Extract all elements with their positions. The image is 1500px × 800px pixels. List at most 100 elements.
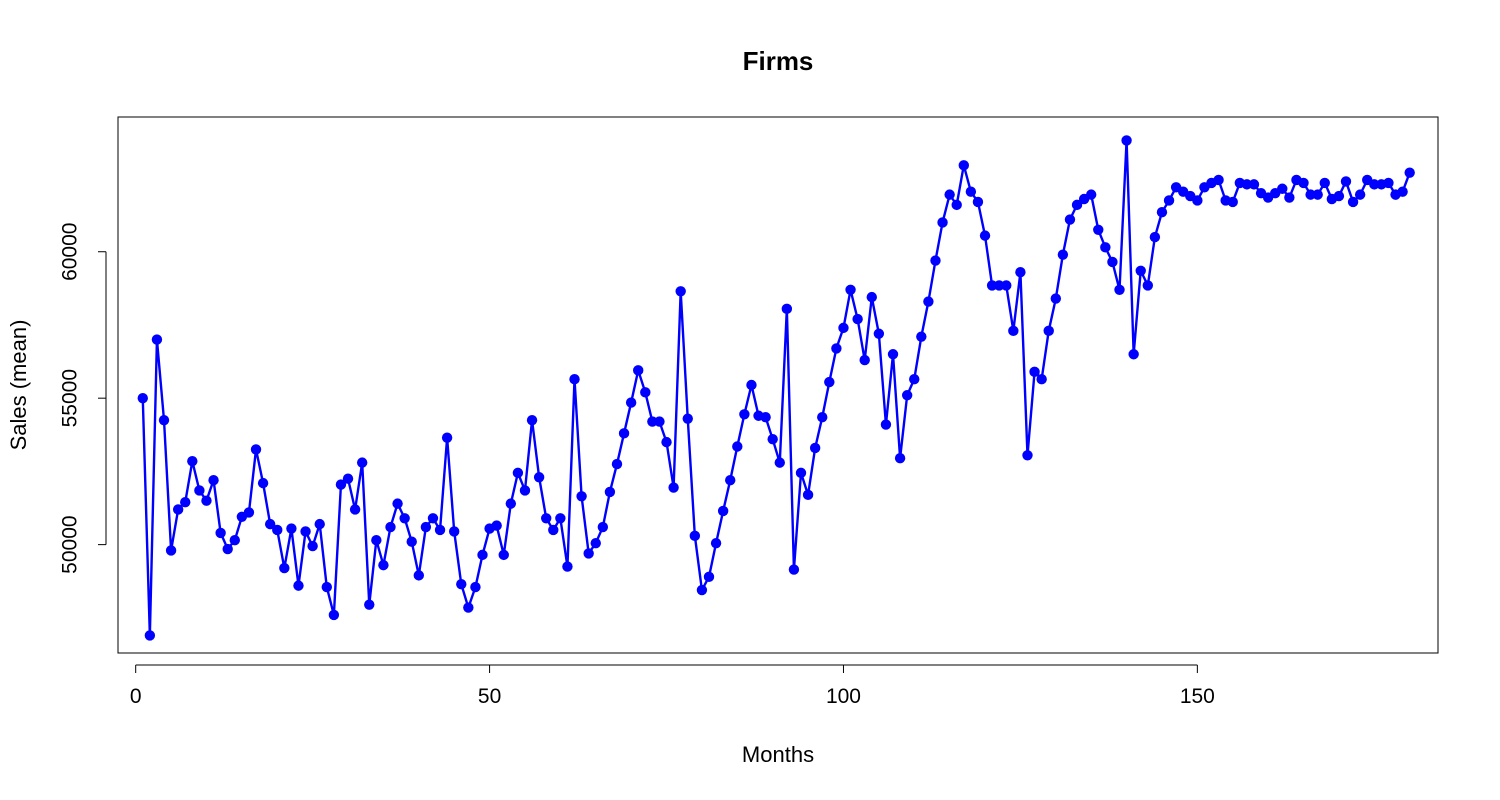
data-point — [201, 495, 212, 506]
data-point — [548, 524, 559, 536]
data-point — [802, 489, 814, 501]
data-point — [831, 343, 842, 354]
data-point — [569, 373, 580, 385]
y-tick-label: 60000 — [59, 223, 82, 281]
data-point — [1347, 196, 1359, 208]
data-point — [505, 498, 517, 509]
data-point — [1085, 189, 1097, 200]
data-point — [328, 609, 340, 621]
data-point — [1354, 189, 1366, 200]
data-point — [937, 217, 948, 228]
data-point — [448, 526, 460, 537]
data-point — [1192, 195, 1203, 206]
data-point — [279, 562, 290, 574]
data-point — [1093, 224, 1104, 235]
data-point — [378, 559, 389, 571]
data-point — [1008, 325, 1019, 337]
data-point — [767, 433, 778, 445]
data-point — [222, 543, 233, 555]
data-point — [972, 196, 984, 208]
data-point — [901, 390, 913, 401]
data-point — [824, 376, 835, 388]
data-point — [144, 630, 156, 641]
data-point — [250, 444, 262, 455]
data-point — [172, 504, 184, 515]
data-point — [866, 291, 877, 303]
data-point — [611, 458, 623, 470]
data-point — [187, 455, 198, 467]
data-point — [597, 521, 609, 533]
data-point — [951, 199, 962, 211]
data-point — [1135, 265, 1146, 276]
data-point — [654, 416, 665, 427]
data-point — [137, 392, 148, 404]
data-point — [880, 419, 892, 430]
data-point — [859, 354, 870, 366]
data-point — [590, 537, 601, 549]
data-point — [314, 518, 325, 530]
data-point — [944, 189, 955, 200]
data-point — [300, 526, 311, 537]
data-point — [1319, 177, 1330, 189]
data-point — [194, 485, 205, 496]
data-point — [1121, 135, 1132, 146]
data-point — [1284, 192, 1295, 203]
data-point — [1333, 190, 1345, 202]
data-point — [717, 505, 729, 517]
data-point — [774, 457, 785, 468]
data-point — [1100, 242, 1111, 253]
data-point — [1277, 183, 1288, 194]
data-point — [640, 387, 651, 398]
data-point — [512, 467, 524, 479]
data-point — [498, 549, 509, 561]
data-point — [732, 441, 743, 452]
data-point — [356, 457, 368, 468]
data-point — [434, 524, 446, 536]
plot-frame — [117, 116, 1439, 654]
data-point — [151, 334, 163, 345]
data-point — [979, 230, 991, 241]
data-point — [887, 349, 899, 360]
data-point — [399, 513, 410, 524]
data-point — [788, 564, 800, 575]
data-point — [541, 513, 552, 524]
data-point — [1248, 179, 1260, 190]
data-point — [1383, 177, 1394, 189]
data-point — [385, 521, 396, 533]
data-point — [675, 286, 686, 297]
data-point — [264, 518, 276, 530]
series-line — [141, 139, 1411, 637]
data-point — [406, 536, 417, 547]
data-point — [930, 255, 941, 266]
data-point — [838, 322, 849, 334]
x-tick-label: 50 — [478, 685, 501, 708]
data-point — [1022, 450, 1033, 461]
data-point — [420, 521, 432, 533]
data-point — [1043, 325, 1054, 337]
data-point — [470, 581, 481, 593]
data-point — [158, 414, 170, 426]
data-point — [817, 412, 828, 423]
data-point — [392, 498, 403, 509]
data-point — [1029, 366, 1040, 378]
data-point — [364, 599, 375, 610]
data-point — [873, 328, 885, 339]
data-point — [441, 432, 453, 443]
data-point — [809, 442, 821, 454]
data-point — [1057, 249, 1069, 260]
data-point — [307, 540, 318, 552]
data-point — [760, 412, 771, 423]
y-tick-label: 55000 — [59, 369, 82, 427]
data-point — [845, 284, 856, 296]
y-axis-label: Sales (mean) — [6, 320, 31, 451]
data-point — [321, 581, 332, 593]
data-point — [1163, 195, 1175, 206]
data-point — [427, 513, 439, 524]
data-point — [661, 436, 672, 448]
data-point — [682, 413, 693, 424]
data-point — [342, 473, 354, 484]
data-point — [1149, 231, 1161, 243]
data-point — [413, 570, 425, 581]
data-point — [1213, 174, 1224, 186]
data-point — [958, 160, 969, 171]
